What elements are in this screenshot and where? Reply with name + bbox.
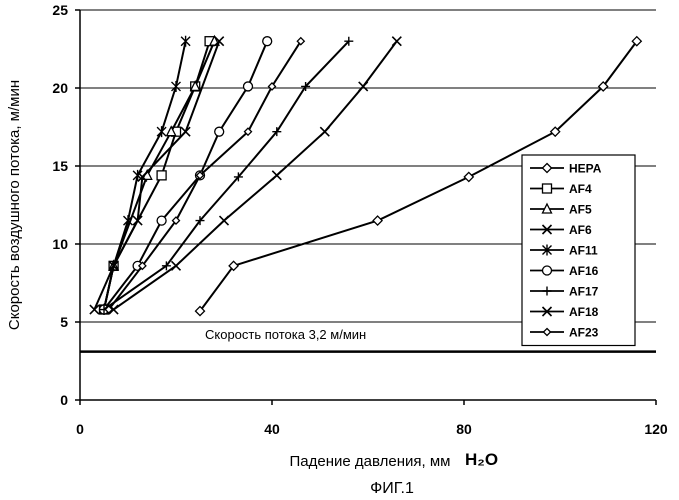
series-line	[113, 40, 398, 311]
legend-label: AF16	[569, 264, 599, 278]
data-point	[319, 126, 330, 137]
data-point	[194, 305, 206, 317]
data-point	[132, 215, 143, 226]
flow-rate-annotation: Скорость потока 3,2 м/мин	[205, 327, 366, 342]
legend-item-hepa: HEPA	[530, 162, 602, 176]
data-point	[171, 80, 181, 92]
data-point	[189, 79, 201, 92]
y-tick-label: 5	[60, 314, 68, 330]
data-point	[89, 304, 100, 315]
series-af23	[104, 36, 306, 314]
data-point	[218, 215, 230, 226]
data-point	[156, 215, 167, 226]
legend-label: AF11	[569, 244, 598, 258]
data-point	[242, 81, 254, 92]
legend-item-af17: AF17	[530, 285, 599, 299]
legend-label: HEPA	[569, 162, 602, 176]
legend-marker	[541, 224, 553, 235]
legend-marker	[542, 327, 552, 337]
data-point	[228, 260, 240, 272]
legend-label: AF5	[569, 203, 592, 217]
data-point	[267, 82, 277, 91]
x-tick-label: 120	[644, 421, 668, 437]
data-point	[344, 36, 354, 46]
data-point	[271, 170, 282, 181]
y-tick-label: 15	[52, 158, 68, 174]
legend-label: AF6	[569, 223, 592, 237]
legend: HEPA AF4 AF5 AF6 AF11 AF16 AF17 AF18 AF23	[521, 154, 636, 347]
x-tick-label: 80	[456, 421, 472, 437]
data-point	[123, 215, 133, 227]
data-point	[165, 125, 177, 137]
data-point	[549, 126, 561, 138]
data-point	[137, 261, 147, 271]
legend-item-af6: AF6	[530, 223, 592, 237]
y-tick-label: 0	[60, 392, 68, 408]
legend-item-af4: AF4	[530, 182, 592, 196]
legend-item-af18: AF18	[530, 305, 599, 319]
legend-marker	[542, 244, 552, 256]
legend-marker	[541, 202, 553, 214]
legend-marker	[541, 306, 553, 317]
legend-item-af11: AF11	[530, 244, 598, 258]
data-point	[180, 126, 191, 137]
legend-marker	[541, 162, 553, 174]
data-point	[104, 305, 114, 314]
series-line	[103, 40, 269, 311]
data-point	[262, 36, 273, 47]
data-point	[214, 126, 225, 137]
series-af16	[98, 36, 273, 315]
data-point	[156, 170, 167, 181]
data-point	[108, 260, 119, 272]
data-point	[463, 171, 475, 183]
legend-label: AF23	[569, 326, 599, 340]
series-group	[89, 34, 643, 317]
legend-marker	[541, 183, 553, 194]
data-point	[195, 170, 205, 180]
data-point	[170, 260, 182, 271]
y-tick-label: 10	[52, 236, 68, 252]
data-point	[272, 127, 282, 137]
axes: 0 5 10 15 20 25 0 40 80 120	[52, 2, 667, 437]
data-point	[195, 216, 205, 226]
legend-label: AF4	[569, 182, 592, 196]
legend-label: AF17	[569, 285, 599, 299]
y-tick-label: 20	[52, 80, 68, 96]
data-point	[171, 216, 181, 226]
series-af18	[108, 36, 402, 315]
x-tick-label: 40	[264, 421, 280, 437]
legend-item-af23: AF23	[530, 326, 599, 340]
data-point	[161, 261, 171, 271]
x-tick-label: 0	[76, 421, 84, 437]
data-point	[597, 81, 609, 92]
data-point	[301, 81, 311, 91]
data-point	[372, 215, 384, 227]
series-hepa	[194, 35, 643, 317]
data-point	[156, 126, 167, 138]
data-point	[358, 81, 369, 92]
data-point	[391, 36, 402, 47]
data-point	[296, 36, 306, 46]
data-point	[631, 35, 643, 47]
data-point	[233, 172, 243, 182]
legend-label: AF18	[569, 305, 599, 319]
series-line	[93, 40, 221, 310]
figure-caption: ФИГ.1	[370, 480, 414, 497]
x-axis-unit: H₂O	[465, 450, 498, 469]
x-axis-title: Падение давления, мм	[290, 453, 451, 470]
legend-marker	[542, 286, 552, 296]
legend-item-af5: AF5	[530, 203, 592, 217]
legend-marker	[541, 265, 553, 276]
data-point	[132, 169, 143, 181]
legend-item-af16: AF16	[530, 264, 599, 278]
data-point	[243, 127, 253, 137]
y-tick-label: 25	[52, 2, 68, 18]
y-axis-title: Скорость воздушного потока, м/мин	[6, 80, 23, 330]
data-point	[180, 35, 191, 47]
series-af11	[99, 35, 191, 316]
data-point	[214, 36, 225, 47]
